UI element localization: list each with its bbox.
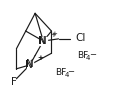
- Text: F: F: [11, 77, 16, 87]
- Text: +: +: [51, 31, 57, 37]
- Text: 4: 4: [86, 55, 90, 61]
- Text: N: N: [39, 36, 47, 46]
- Text: BF: BF: [77, 51, 88, 60]
- Text: −: −: [67, 67, 74, 76]
- Bar: [27, 61, 33, 69]
- Text: +: +: [37, 55, 43, 61]
- Text: +: +: [51, 32, 56, 38]
- Text: N: N: [38, 36, 46, 46]
- Text: +: +: [37, 55, 43, 61]
- Bar: [40, 37, 47, 45]
- Text: −: −: [89, 50, 96, 59]
- Text: BF: BF: [56, 68, 67, 77]
- Text: N: N: [26, 59, 34, 69]
- Text: Cl: Cl: [75, 33, 85, 43]
- Text: N: N: [25, 60, 33, 70]
- Text: 4: 4: [64, 72, 69, 78]
